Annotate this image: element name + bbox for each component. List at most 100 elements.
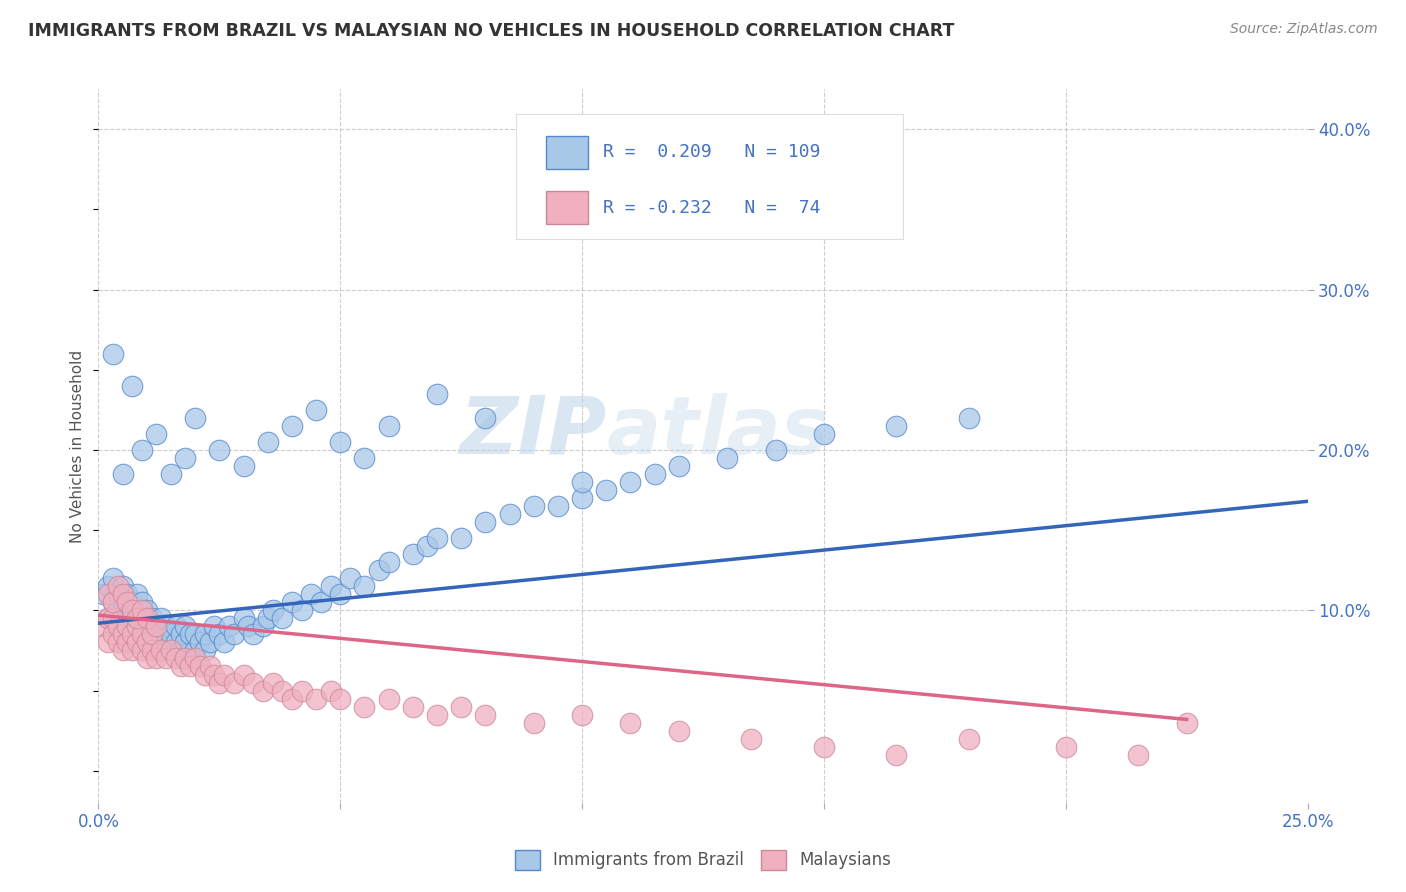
Point: [238, 619, 260, 633]
Point: [194, 643, 217, 657]
Point: [329, 435, 352, 450]
Point: [208, 675, 231, 690]
Point: [91, 619, 114, 633]
Point: [426, 707, 449, 722]
Point: [222, 675, 245, 690]
Point: [271, 683, 294, 698]
Point: [111, 579, 134, 593]
Text: IMMIGRANTS FROM BRAZIL VS MALAYSIAN NO VEHICLES IN HOUSEHOLD CORRELATION CHART: IMMIGRANTS FROM BRAZIL VS MALAYSIAN NO V…: [28, 22, 955, 40]
Point: [135, 619, 157, 633]
Point: [127, 603, 149, 617]
Point: [141, 627, 163, 641]
Point: [450, 699, 472, 714]
Point: [107, 619, 129, 633]
Point: [121, 643, 143, 657]
Point: [174, 619, 197, 633]
Point: [281, 691, 304, 706]
Point: [165, 619, 187, 633]
Point: [188, 659, 211, 673]
Point: [145, 619, 167, 633]
Point: [101, 595, 124, 609]
Point: [121, 627, 143, 641]
Point: [290, 683, 312, 698]
Point: [194, 627, 217, 641]
Text: atlas: atlas: [606, 392, 830, 471]
Point: [121, 603, 143, 617]
Point: [668, 723, 690, 738]
Point: [145, 635, 167, 649]
Point: [145, 651, 167, 665]
Point: [281, 419, 304, 434]
Point: [169, 659, 191, 673]
Text: Source: ZipAtlas.com: Source: ZipAtlas.com: [1230, 22, 1378, 37]
Point: [426, 531, 449, 545]
Point: [402, 547, 425, 561]
Point: [319, 579, 342, 593]
Point: [97, 579, 120, 593]
Point: [184, 643, 207, 657]
Point: [957, 731, 980, 746]
Point: [271, 611, 294, 625]
Point: [111, 587, 134, 601]
Point: [571, 475, 593, 489]
Point: [121, 627, 143, 641]
Text: R = -0.232   N =  74: R = -0.232 N = 74: [603, 199, 820, 217]
Point: [474, 411, 496, 425]
Point: [212, 667, 235, 681]
Point: [377, 691, 399, 706]
FancyBboxPatch shape: [546, 136, 588, 169]
Point: [101, 571, 124, 585]
Point: [329, 587, 352, 601]
Point: [141, 627, 163, 641]
Point: [290, 603, 312, 617]
Point: [141, 643, 163, 657]
Point: [353, 699, 375, 714]
Point: [619, 715, 641, 730]
Point: [1054, 739, 1077, 754]
Point: [305, 403, 328, 417]
Point: [886, 747, 908, 762]
Point: [135, 651, 157, 665]
Point: [179, 659, 201, 673]
Point: [111, 595, 134, 609]
Point: [121, 611, 143, 625]
Point: [131, 611, 153, 625]
Point: [121, 379, 143, 393]
Point: [111, 467, 134, 481]
Point: [595, 483, 617, 497]
Point: [107, 587, 129, 601]
Point: [474, 515, 496, 529]
Point: [135, 611, 157, 625]
Point: [716, 450, 738, 465]
Point: [474, 707, 496, 722]
Point: [262, 675, 284, 690]
Point: [329, 691, 352, 706]
Point: [281, 595, 304, 609]
Point: [97, 635, 120, 649]
Point: [91, 587, 114, 601]
Point: [160, 627, 183, 641]
Point: [101, 595, 124, 609]
Point: [97, 611, 120, 625]
FancyBboxPatch shape: [516, 114, 903, 239]
Point: [174, 651, 197, 665]
Point: [262, 603, 284, 617]
Point: [198, 635, 221, 649]
Point: [117, 603, 139, 617]
Point: [107, 579, 129, 593]
Point: [155, 619, 177, 633]
Point: [101, 347, 124, 361]
Point: [131, 442, 153, 457]
Point: [184, 411, 207, 425]
Point: [169, 627, 191, 641]
Point: [1128, 747, 1150, 762]
Point: [111, 643, 134, 657]
Point: [127, 587, 149, 601]
Point: [101, 627, 124, 641]
Point: [165, 651, 187, 665]
Legend: Immigrants from Brazil, Malaysians: Immigrants from Brazil, Malaysians: [509, 843, 897, 877]
Point: [194, 667, 217, 681]
Point: [150, 643, 173, 657]
Point: [416, 539, 439, 553]
Point: [498, 507, 520, 521]
